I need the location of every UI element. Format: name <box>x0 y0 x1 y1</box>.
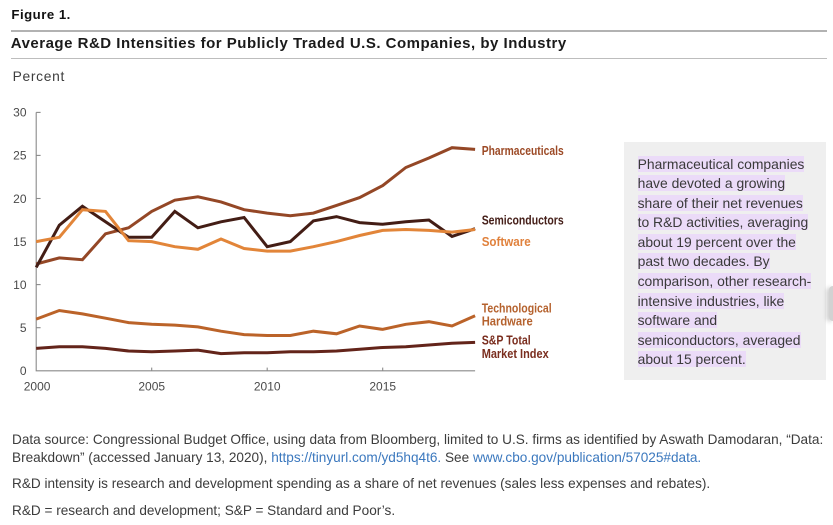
svg-text:15: 15 <box>13 235 27 249</box>
svg-text:Pharmaceuticals: Pharmaceuticals <box>482 144 564 158</box>
svg-text:Hardware: Hardware <box>482 314 533 328</box>
svg-text:20: 20 <box>13 192 27 206</box>
svg-text:25: 25 <box>13 149 27 163</box>
svg-text:2015: 2015 <box>369 380 396 394</box>
svg-text:2000: 2000 <box>24 380 51 394</box>
svg-text:2005: 2005 <box>138 380 165 394</box>
svg-text:10: 10 <box>13 278 27 292</box>
svg-text:0: 0 <box>20 364 27 378</box>
svg-text:Technological: Technological <box>482 301 552 315</box>
svg-text:5: 5 <box>20 321 27 335</box>
svg-text:30: 30 <box>13 106 27 120</box>
svg-text:Semiconductors: Semiconductors <box>482 213 564 227</box>
svg-text:Market Index: Market Index <box>482 347 549 361</box>
svg-text:S&P Total: S&P Total <box>482 334 531 348</box>
svg-text:2010: 2010 <box>254 380 281 394</box>
svg-text:Software: Software <box>482 235 531 249</box>
